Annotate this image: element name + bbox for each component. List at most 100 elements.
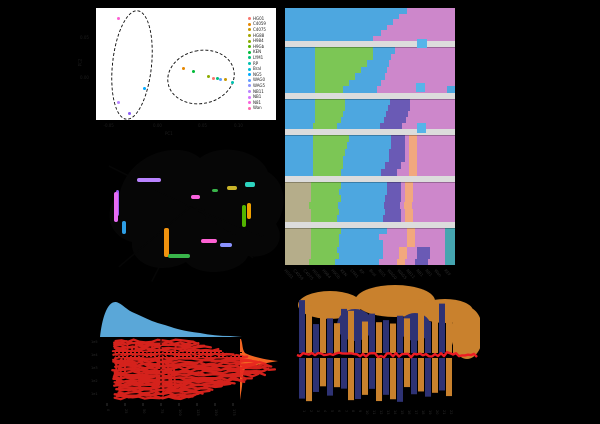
composition-segment: [405, 215, 413, 223]
composition-segment: [385, 73, 455, 81]
joint-density-plot: 0 25 50 75 100 125 150 175 1e5 1e4 1e3 1e2 1e1: [91, 301, 278, 416]
composition-segment: [313, 135, 349, 143]
composition-row: [285, 66, 455, 74]
composition-segment: [338, 202, 384, 210]
legend-dot: [248, 34, 251, 38]
composition-segment: [311, 240, 339, 247]
composition-segment: [311, 215, 337, 223]
composition-segment: [285, 123, 313, 130]
pca-point: [142, 87, 146, 91]
composition-segment: [377, 86, 447, 94]
pca-cluster-ellipse: [162, 43, 240, 111]
composition-segment: [311, 188, 339, 196]
legend-item: WAG5: [248, 83, 276, 89]
composition-segment: [285, 35, 373, 42]
coverage-column-upper: [376, 322, 382, 353]
composition-segment: [405, 188, 413, 196]
composition-segment: [285, 53, 315, 61]
composition-segment: [285, 240, 311, 247]
composition-row: [285, 162, 455, 170]
composition-row: [285, 141, 455, 150]
legend-dot: [248, 39, 251, 43]
composition-row: [285, 30, 455, 36]
composition-segment: [445, 240, 455, 247]
composition-segment: [285, 228, 311, 235]
graph-colored-node: [201, 239, 217, 243]
coverage-x-tick-label: 10: [365, 410, 369, 414]
composition-segment: [428, 258, 445, 266]
legend-dot: [248, 84, 251, 88]
composition-segment: [390, 99, 410, 106]
legend-dot: [248, 62, 251, 66]
composition-x-tick: Wan: [433, 268, 444, 278]
coverage-x-tick-label: 5: [330, 410, 334, 412]
pca-y-axis: 0.05 0.00: [80, 8, 95, 120]
composition-segment: [413, 182, 455, 190]
pca-x-axis: -0.05 0.00 0.05 0.10: [96, 121, 246, 133]
coverage-column-upper: [313, 324, 319, 353]
composition-segment: [389, 148, 405, 156]
coverage-column-lower: [425, 358, 431, 397]
composition-segment: [285, 155, 313, 163]
composition-segment: [409, 148, 417, 156]
legend-dot: [248, 90, 251, 94]
composition-segment: [399, 246, 407, 254]
legend-item: Wan: [248, 106, 276, 112]
joint-y-tick-label: 1e3: [91, 366, 98, 370]
legend-label: WAG5: [253, 82, 266, 88]
composition-segment: [345, 148, 389, 156]
composition-segment: [407, 228, 415, 235]
composition-segment: [339, 188, 387, 196]
legend-dot: [248, 106, 251, 110]
composition-segment: [389, 155, 405, 163]
legend-item: HG88: [248, 33, 276, 39]
composition-segment: [393, 19, 455, 25]
legend-item: WAG0: [248, 78, 276, 84]
pca-xlabel: PC1: [165, 131, 173, 136]
coverage-column-lower: [418, 358, 424, 392]
graph-colored-node: [191, 195, 200, 199]
composition-segment: [407, 246, 417, 254]
composition-segment: [315, 53, 373, 61]
coverage-column-upper: [320, 304, 326, 353]
composition-segment: [311, 234, 339, 241]
composition-segment: [395, 47, 455, 55]
composition-row: [285, 215, 455, 223]
legend-item: H984: [248, 38, 276, 44]
legend-label: LYM1: [253, 54, 264, 60]
legend-dot: [248, 95, 251, 99]
top-density-curve: [100, 301, 242, 337]
composition-segment: [349, 79, 381, 87]
composition-segment: [285, 195, 311, 203]
coverage-x-tick-label: 6: [337, 410, 341, 412]
composition-segment: [385, 162, 401, 170]
composition-segment: [399, 202, 404, 210]
legend-label: WAG0: [253, 77, 266, 83]
composition-segment: [315, 66, 361, 74]
joint-x-tick-label: 25: [124, 409, 128, 413]
composition-segment: [411, 202, 455, 210]
composition-row: [285, 195, 455, 203]
legend-dot: [248, 78, 251, 82]
legend-dot: [248, 101, 251, 105]
composition-segment: [417, 246, 430, 254]
composition-segment: [311, 246, 337, 254]
pca-point: [219, 77, 223, 81]
composition-segment: [445, 234, 455, 241]
composition-segment: [337, 215, 383, 223]
separator-mark: [417, 123, 426, 133]
graph-edge: [189, 154, 195, 208]
composition-segment: [285, 148, 313, 156]
coverage-column-lower: [390, 358, 396, 400]
composition-row: [285, 117, 455, 124]
composition-segment: [337, 246, 383, 254]
composition-segment: [401, 188, 405, 196]
composition-segment: [407, 252, 417, 260]
composition-row: [285, 8, 455, 14]
pca-point: [116, 101, 120, 105]
coverage-column-lower: [383, 358, 389, 395]
pca-ylabel: PC2: [77, 58, 83, 67]
group-separator: [285, 93, 455, 99]
composition-segment: [405, 135, 409, 143]
